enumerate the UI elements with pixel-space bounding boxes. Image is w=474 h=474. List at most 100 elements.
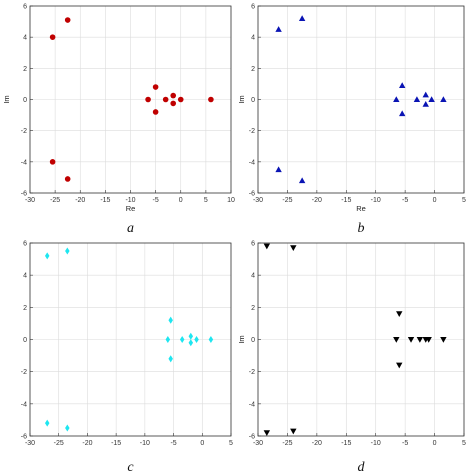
data-point [416, 336, 424, 343]
data-point [179, 335, 185, 344]
data-point [422, 100, 429, 107]
data-point [208, 335, 214, 344]
x-tick-label: -25 [282, 440, 292, 447]
data-point [64, 17, 71, 23]
x-tick-label: -5 [170, 440, 176, 447]
data-point [393, 96, 400, 103]
data-point [425, 336, 432, 343]
x-tick-label: -25 [54, 440, 64, 447]
y-tick-label: -4 [21, 401, 27, 408]
data-point [65, 247, 70, 255]
x-axis-label: Re [356, 204, 366, 213]
data-point [275, 26, 282, 32]
y-tick-label: 0 [23, 337, 27, 344]
x-tick-label: -15 [111, 440, 121, 447]
y-tick-label: -2 [249, 128, 255, 135]
x-tick-label: 0 [433, 440, 437, 447]
data-point [422, 91, 429, 98]
x-tick-label: -15 [100, 197, 110, 204]
y-tick-label: -6 [21, 191, 27, 198]
data-point [49, 34, 56, 40]
data-point [413, 96, 421, 103]
x-tick-label: -10 [371, 440, 381, 447]
data-point [49, 159, 56, 165]
y-tick-label: 6 [23, 4, 27, 11]
y-tick-label: 4 [23, 273, 27, 280]
data-point [396, 362, 403, 369]
x-tick-label: 10 [227, 197, 235, 204]
x-tick-label: -30 [253, 197, 263, 204]
x-tick-label: -20 [312, 440, 322, 447]
x-tick-label: -10 [125, 197, 135, 204]
data-point [177, 96, 184, 103]
x-tick-label: -10 [371, 197, 381, 204]
y-tick-label: 4 [251, 35, 255, 42]
panel-caption: c [127, 460, 134, 474]
y-axis-label: Im [2, 95, 11, 103]
data-point [170, 100, 177, 107]
x-tick-label: -30 [253, 440, 263, 447]
y-tick-label: 0 [23, 97, 27, 104]
y-tick-label: 0 [251, 337, 255, 344]
x-tick-label: -10 [140, 440, 150, 447]
data-point [298, 15, 306, 22]
x-tick-label: 5 [462, 440, 466, 447]
x-tick-label: 0 [433, 197, 437, 204]
x-tick-label: -5 [153, 197, 159, 204]
data-point [44, 252, 50, 260]
y-tick-label: 6 [251, 241, 255, 248]
y-tick-label: -2 [21, 369, 27, 376]
data-point [168, 355, 173, 363]
data-point [165, 335, 171, 344]
data-point [440, 96, 447, 103]
y-tick-label: 2 [23, 66, 27, 73]
data-point [428, 96, 435, 103]
x-tick-label: -5 [402, 440, 408, 447]
x-axis-label: Re [126, 204, 136, 213]
x-tick-label: -20 [312, 197, 322, 204]
data-point [440, 336, 447, 343]
y-tick-label: -2 [249, 369, 255, 376]
x-tick-label: -15 [341, 440, 351, 447]
y-axis-label: Im [237, 95, 246, 103]
y-tick-label: 2 [251, 305, 255, 312]
data-point [275, 166, 282, 173]
x-tick-label: -20 [75, 197, 85, 204]
x-tick-label: 0 [179, 197, 183, 204]
data-point [208, 96, 214, 103]
y-tick-label: 6 [251, 4, 255, 11]
y-tick-label: 0 [251, 97, 255, 104]
data-point [65, 424, 70, 432]
data-point [64, 176, 71, 182]
x-tick-label: -20 [82, 440, 92, 447]
x-tick-label: -30 [25, 440, 35, 447]
data-point [152, 109, 159, 115]
y-tick-label: -4 [249, 159, 255, 166]
data-point [145, 96, 151, 103]
y-tick-label: 2 [251, 66, 255, 73]
data-point [170, 92, 177, 99]
x-tick-label: -15 [341, 197, 351, 204]
y-axis-label: Im [237, 335, 246, 343]
x-tick-label: 5 [229, 440, 233, 447]
y-tick-label: -4 [21, 159, 27, 166]
data-point [407, 336, 415, 343]
x-tick-label: 5 [204, 197, 208, 204]
data-point [44, 419, 50, 427]
y-tick-label: 4 [23, 35, 27, 42]
y-tick-label: 6 [23, 241, 27, 248]
y-tick-label: -2 [21, 128, 27, 135]
x-tick-label: -30 [25, 197, 35, 204]
data-point [290, 245, 297, 252]
panel-caption: a [127, 221, 134, 236]
panel-caption: d [358, 460, 366, 474]
y-tick-label: -6 [249, 191, 255, 198]
data-point [168, 316, 173, 324]
data-point [393, 336, 400, 343]
data-point [290, 428, 297, 435]
y-tick-label: -6 [21, 434, 27, 441]
x-tick-label: -25 [282, 197, 292, 204]
